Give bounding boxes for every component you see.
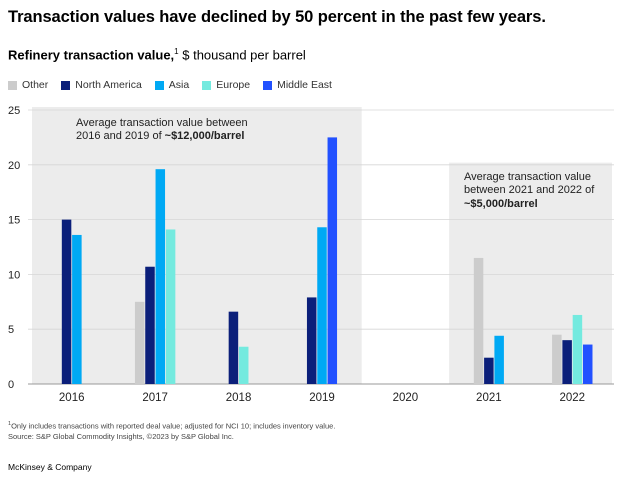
bar-chart: 2016 2017 2018 2019 2020 2021 2022 0510152025 … — [8, 105, 614, 404]
annotation-1-line-2: 2016 and 2019 of ~$12,000/barrel — [76, 130, 244, 142]
legend-label-europe: Europe — [216, 79, 251, 91]
bar-2022-other — [552, 334, 562, 384]
footnote-text: Only includes transactions with reported… — [11, 421, 336, 431]
x-tick-label: 2017 — [142, 392, 168, 404]
annotation-band-1 — [32, 107, 362, 384]
legend-item-north-america: North America — [61, 79, 142, 91]
legend-label-other: Other — [22, 79, 49, 91]
annotation-1-value: ~$12,000/barrel — [165, 130, 245, 142]
footnote-source: Source: S&P Global Commodity Insights, ©… — [8, 431, 234, 441]
bar-2019-asia — [317, 227, 327, 384]
legend-swatch-other — [8, 80, 17, 90]
annotation-2-value: ~$5,000/barrel — [464, 198, 538, 210]
bar-2021-other — [473, 257, 484, 384]
footnote-marker: 1 — [8, 421, 12, 427]
x-tick-label: 2022 — [559, 392, 585, 404]
bar-2021-asia — [494, 335, 504, 384]
chart-subtitle: Refinery transaction value,1 $ thousand … — [8, 47, 306, 62]
bar-2018-europe — [238, 346, 249, 384]
footnote-line-1: 1Only includes transactions with reporte… — [8, 419, 335, 432]
legend-swatch-middle-east — [263, 80, 273, 90]
y-axis-labels: 0 5 10 15 20 25 — [8, 105, 20, 391]
brand-logo-text: McKinsey & Company — [8, 462, 92, 472]
legend-label-asia: Asia — [168, 79, 190, 91]
annotation-2-line-1: Average transaction value — [464, 171, 591, 183]
bar-2019-middle-east — [327, 137, 338, 384]
annotations: Average transaction value between 2016 a… — [76, 117, 595, 210]
legend-swatch-asia — [154, 80, 164, 90]
y-tick-label: 0 — [8, 379, 14, 391]
bar-2017-other — [134, 301, 145, 384]
legend-swatch-europe — [202, 80, 212, 90]
annotation-2-line-2: between 2021 and 2022 of — [464, 184, 595, 196]
footnote: 1Only includes transactions with reporte… — [8, 419, 335, 442]
subtitle-footnote-marker: 1 — [174, 47, 179, 56]
x-axis-labels: 2016 2017 2018 2019 2020 2021 2022 — [59, 392, 585, 404]
x-tick-label: 2018 — [226, 392, 252, 404]
bars — [61, 137, 593, 384]
x-tick-label: 2021 — [476, 392, 502, 404]
chart-title: Transaction values have declined by 50 p… — [8, 8, 546, 26]
x-tick-label: 2016 — [59, 392, 85, 404]
bar-2018-north-america — [228, 311, 239, 384]
annotation-1-line-1: Average transaction value between — [76, 117, 248, 129]
legend-label-north-america: North America — [75, 79, 142, 91]
legend-item-middle-east: Middle East — [263, 79, 332, 91]
y-tick-label: 10 — [8, 269, 20, 281]
bar-2022-north-america — [562, 340, 572, 384]
y-tick-label: 15 — [8, 215, 20, 227]
chart-legend: Other North America Asia Europe Middle East — [8, 78, 345, 92]
bar-2016-asia — [72, 234, 82, 384]
annotation-1-text: 2016 and 2019 of — [76, 130, 163, 142]
bar-2021-north-america — [484, 357, 494, 384]
bar-2022-middle-east — [582, 344, 593, 384]
bar-2017-north-america — [145, 266, 155, 384]
subtitle-bold: Refinery transaction value, — [8, 47, 175, 63]
bar-2016-north-america — [61, 219, 72, 384]
x-tick-label: 2019 — [309, 392, 335, 404]
y-tick-label: 5 — [8, 324, 14, 336]
x-tick-label: 2020 — [393, 392, 419, 404]
legend-item-other: Other — [8, 79, 48, 91]
bar-2017-europe — [165, 229, 176, 384]
subtitle-units: $ thousand per barrel — [178, 47, 306, 63]
bar-2019-north-america — [306, 297, 317, 384]
legend-item-asia: Asia — [154, 79, 190, 91]
legend-item-europe: Europe — [202, 79, 250, 91]
y-tick-label: 20 — [8, 160, 20, 172]
legend-label-middle-east: Middle East — [277, 79, 332, 91]
y-tick-label: 25 — [8, 105, 20, 117]
legend-swatch-north-america — [61, 80, 71, 90]
bar-2022-europe — [572, 314, 583, 384]
bar-2017-asia — [155, 169, 166, 384]
